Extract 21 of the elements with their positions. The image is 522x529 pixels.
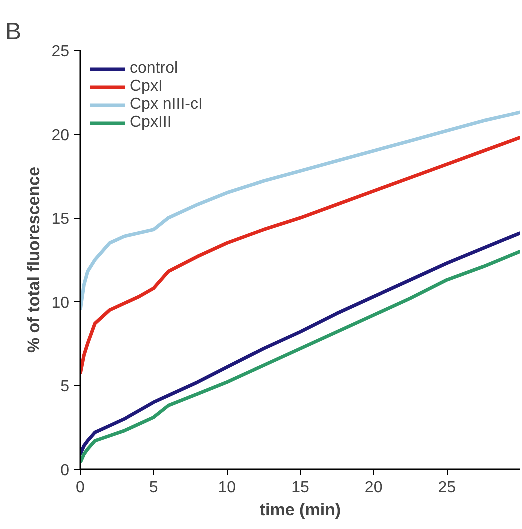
y-tick-label: 0	[60, 462, 70, 480]
y-tick-label: 5	[60, 378, 70, 396]
x-tick-label: 25	[438, 480, 456, 496]
x-tick-label: 10	[218, 480, 236, 496]
x-tick-label: 0	[76, 480, 86, 496]
y-tick-label: 15	[52, 211, 70, 228]
legend-label: Cpx nIII-cI	[130, 96, 203, 114]
legend-label: CpxIII	[130, 114, 172, 132]
y-tick-label: 10	[52, 294, 70, 312]
x-tick-label: 20	[364, 480, 383, 496]
y-tick-label: 25	[52, 44, 70, 60]
x-tick-label: 15	[292, 480, 310, 496]
legend-label: control	[130, 60, 178, 78]
line-series	[80, 136, 520, 376]
text: B	[6, 18, 22, 46]
line-series	[80, 110, 520, 312]
y-tick-label: 20	[52, 127, 70, 144]
x-tick-label: 5	[149, 480, 158, 496]
legend-label: CpxI	[130, 78, 163, 96]
x-axis-title: time (min)	[260, 500, 342, 520]
y-axis-title: % of total fluorescence	[24, 166, 44, 354]
